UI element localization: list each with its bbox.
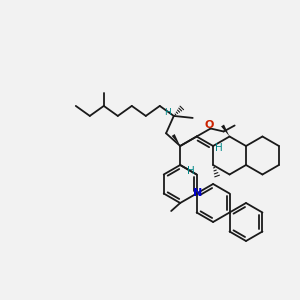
Polygon shape xyxy=(172,134,180,146)
Text: H: H xyxy=(164,108,171,117)
Text: O: O xyxy=(205,119,214,130)
Polygon shape xyxy=(221,124,230,136)
Text: H: H xyxy=(215,143,223,153)
Text: N: N xyxy=(193,188,202,198)
Text: H: H xyxy=(187,167,194,176)
